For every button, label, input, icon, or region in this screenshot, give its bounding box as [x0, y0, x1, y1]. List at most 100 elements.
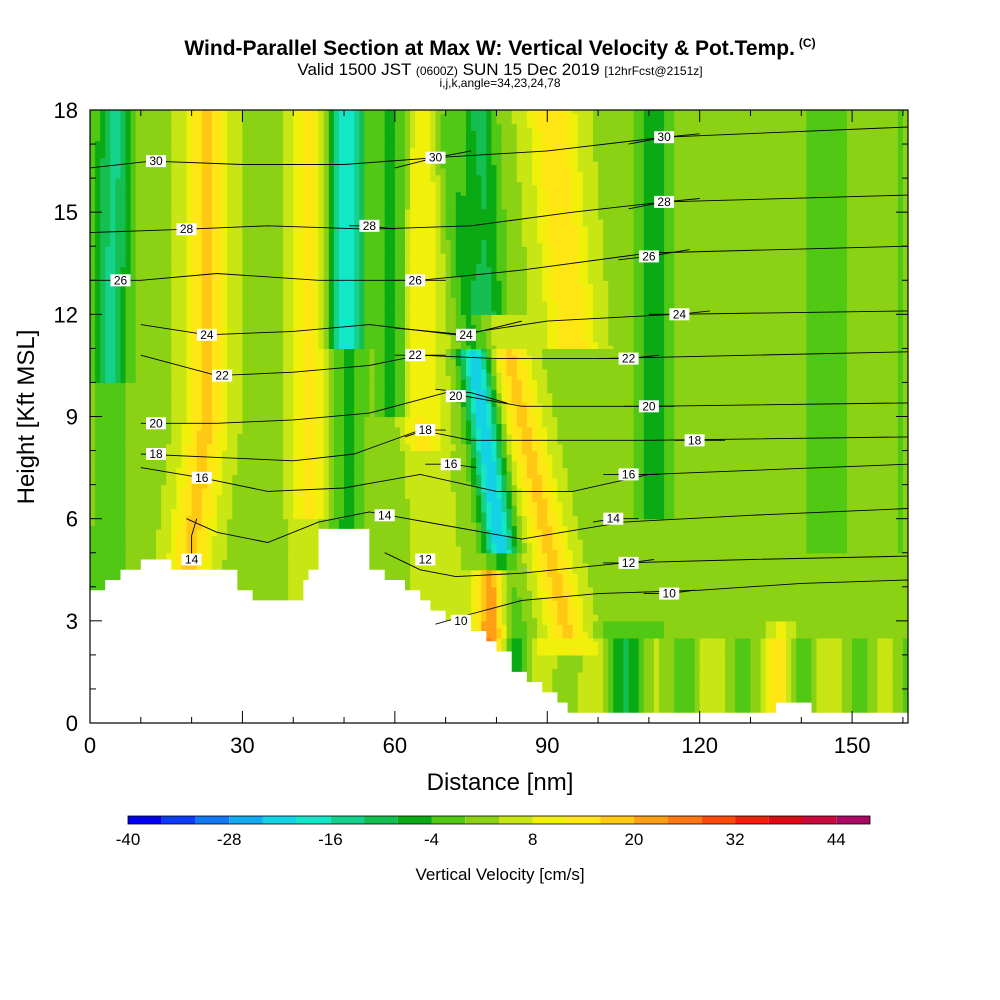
w-cell	[115, 419, 122, 424]
w-cell	[130, 133, 137, 138]
w-cell	[166, 498, 172, 503]
w-cell	[206, 528, 213, 533]
w-cell	[176, 137, 183, 142]
w-cell	[201, 297, 208, 302]
w-cell	[166, 351, 172, 356]
w-cell	[186, 532, 193, 537]
w-cell	[171, 242, 177, 247]
w-cell	[145, 304, 152, 309]
w-cell	[110, 239, 116, 244]
w-cell	[222, 287, 228, 292]
w-cell	[161, 355, 167, 360]
w-cell	[176, 525, 183, 530]
w-cell	[120, 321, 127, 326]
w-cell	[125, 259, 132, 264]
w-cell	[140, 287, 147, 292]
w-cell	[110, 460, 116, 465]
w-cell	[156, 293, 162, 298]
w-cell	[176, 396, 183, 401]
w-cell	[222, 566, 228, 571]
w-cell	[120, 266, 127, 271]
w-cell	[166, 327, 172, 332]
w-cell	[186, 167, 193, 172]
w-cell	[110, 467, 116, 472]
w-cell	[100, 137, 106, 142]
w-cell	[105, 290, 111, 295]
w-cell	[115, 341, 122, 346]
w-cell	[100, 535, 106, 540]
w-cell	[217, 205, 223, 210]
w-cell	[110, 372, 116, 377]
w-cell	[171, 178, 177, 183]
w-cell	[135, 239, 142, 244]
w-cell	[171, 184, 177, 189]
w-cell	[161, 488, 167, 493]
w-cell	[181, 181, 188, 186]
w-cell	[110, 433, 116, 438]
w-cell	[161, 505, 167, 510]
w-cell	[145, 249, 152, 254]
w-cell	[186, 324, 193, 329]
w-cell	[135, 539, 142, 544]
w-cell	[171, 375, 177, 380]
w-cell	[186, 362, 193, 367]
w-cell	[120, 263, 127, 268]
w-cell	[227, 443, 233, 448]
w-cell	[100, 440, 106, 445]
w-cell	[206, 341, 213, 346]
w-cell	[130, 477, 137, 482]
w-cell	[166, 208, 172, 213]
w-cell	[217, 453, 223, 458]
w-cell	[227, 450, 233, 455]
w-cell	[181, 157, 188, 162]
w-cell	[110, 297, 116, 302]
w-cell	[115, 562, 122, 567]
w-cell	[140, 396, 147, 401]
w-cell	[120, 423, 127, 428]
w-cell	[196, 396, 203, 401]
w-cell	[105, 443, 111, 448]
w-cell	[125, 154, 132, 159]
w-cell	[196, 362, 203, 367]
w-cell	[217, 416, 223, 421]
w-cell	[145, 222, 152, 227]
w-cell	[105, 525, 111, 530]
w-cell	[115, 218, 122, 223]
w-cell	[196, 133, 203, 138]
w-cell	[176, 161, 183, 166]
w-cell	[171, 542, 177, 547]
w-cell	[140, 423, 147, 428]
w-cell	[145, 505, 152, 510]
w-cell	[217, 385, 223, 390]
w-cell	[161, 549, 167, 554]
w-cell	[105, 133, 111, 138]
w-cell	[145, 327, 152, 332]
w-cell	[120, 218, 127, 223]
w-cell	[110, 430, 116, 435]
w-cell	[145, 188, 152, 193]
w-cell	[227, 430, 233, 435]
w-cell	[222, 430, 228, 435]
w-cell	[161, 191, 167, 196]
w-cell	[156, 283, 162, 288]
w-cell	[156, 484, 162, 489]
w-cell	[140, 498, 147, 503]
w-cell	[176, 481, 183, 486]
w-cell	[115, 372, 122, 377]
w-cell	[130, 154, 137, 159]
w-cell	[186, 467, 193, 472]
w-cell	[115, 368, 122, 373]
w-cell	[156, 481, 162, 486]
w-cell	[206, 488, 213, 493]
w-cell	[176, 236, 183, 241]
w-cell	[156, 127, 162, 132]
w-cell	[222, 348, 228, 353]
w-cell	[100, 409, 106, 414]
w-cell	[105, 419, 111, 424]
w-cell	[150, 293, 157, 298]
w-cell	[140, 314, 147, 319]
w-cell	[125, 334, 132, 339]
w-cell	[140, 293, 147, 298]
w-cell	[161, 474, 167, 479]
w-cell	[110, 450, 116, 455]
